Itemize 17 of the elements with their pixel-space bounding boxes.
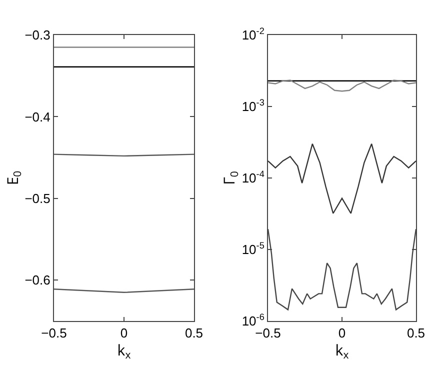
y-tick-label: 10$^{-3}$ xyxy=(242,98,264,114)
y-tick-label: 10$^{-4}$ xyxy=(242,169,264,186)
y-tick-label: 10$^{-2}$ xyxy=(242,26,264,43)
y-tick-label: −0.4 xyxy=(24,109,50,124)
x-tick-label: 0.5 xyxy=(184,326,204,341)
x-axis-title: k$_{x}$ xyxy=(117,340,132,363)
x-tick-label: 0 xyxy=(120,326,128,341)
line-series xyxy=(268,80,416,92)
x-axis-title: k$_{x}$ xyxy=(335,340,350,363)
y-tick-label: −0.5 xyxy=(24,190,50,206)
x-tick-label: 0.5 xyxy=(406,326,426,341)
line-series xyxy=(268,143,416,214)
y-tick-label: 10$^{-5}$ xyxy=(242,240,264,258)
x-tick-label: −0.5 xyxy=(41,326,67,341)
y-tick-label: −0.3 xyxy=(24,28,50,43)
x-tick-label: 0 xyxy=(338,326,346,341)
y-tick-label: −0.6 xyxy=(24,272,50,288)
